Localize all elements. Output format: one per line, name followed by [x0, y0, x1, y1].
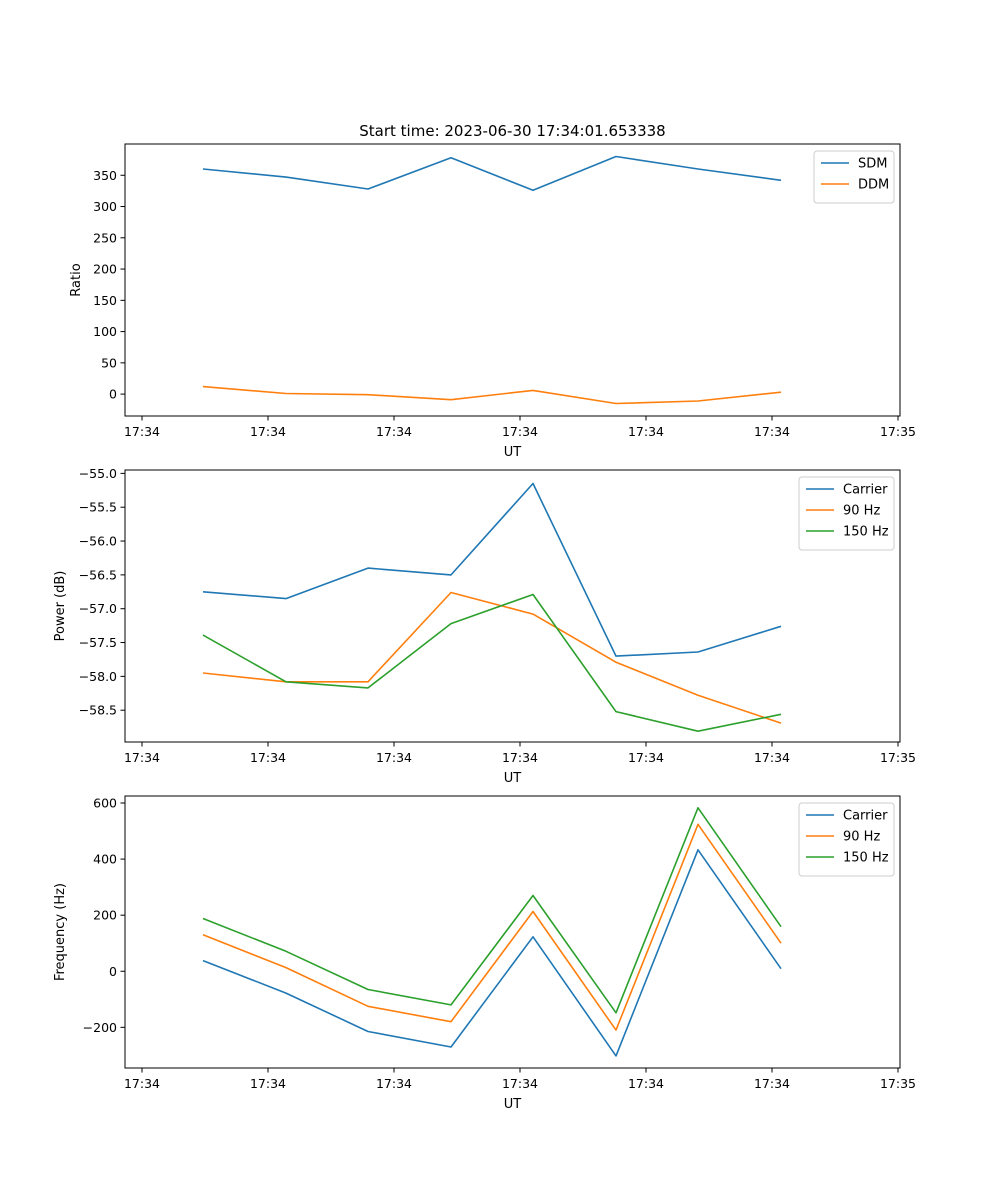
y-tick-label: 50 — [101, 355, 117, 370]
legend-label: 150 Hz — [843, 851, 889, 866]
legend-label: Carrier — [843, 483, 888, 498]
y-tick-label: −56.0 — [79, 534, 117, 549]
legend-label: SDM — [858, 157, 887, 172]
y-tick-label: 200 — [93, 262, 117, 277]
x-axis-label: UT — [504, 771, 522, 786]
legend-box — [813, 150, 895, 204]
legend-label: 90 Hz — [843, 830, 880, 845]
legend: SDM DDM — [813, 150, 895, 204]
y-axis-label: Frequency (Hz) — [53, 883, 68, 981]
x-axis-label: UT — [504, 445, 522, 460]
x-tick-label: 17:35 — [880, 750, 916, 765]
x-tick-label: 17:34 — [376, 750, 412, 765]
y-tick-label: 0 — [109, 387, 117, 402]
x-tick-label: 17:34 — [628, 424, 664, 439]
y-tick-label: 100 — [93, 324, 117, 339]
axes-frame — [124, 469, 901, 743]
x-tick-label: 17:34 — [628, 750, 664, 765]
legend: Carrier 90 Hz 150 Hz — [798, 476, 895, 551]
y-axis-label: Ratio — [69, 263, 84, 296]
x-tick-label: 17:34 — [754, 750, 790, 765]
legend-label: 150 Hz — [843, 525, 889, 540]
y-tick-label: 250 — [93, 230, 117, 245]
x-tick-label: 17:34 — [124, 750, 160, 765]
x-tick-label: 17:34 — [754, 424, 790, 439]
series-line-sdm — [202, 155, 782, 192]
figure-title: Start time: 2023-06-30 17:34:01.653338 — [359, 122, 665, 140]
y-tick-label: 400 — [93, 852, 117, 867]
x-tick-label: 17:34 — [754, 1076, 790, 1091]
y-axis-label: Power (dB) — [53, 571, 68, 642]
x-tick-label: 17:34 — [502, 424, 538, 439]
legend-label: DDM — [858, 178, 889, 193]
y-tick-label: 300 — [93, 199, 117, 214]
x-tick-label: 17:34 — [502, 750, 538, 765]
x-tick-label: 17:34 — [376, 1076, 412, 1091]
series-line-ddm — [202, 385, 782, 405]
y-tick-label: 200 — [93, 908, 117, 923]
x-tick-label: 17:34 — [250, 750, 286, 765]
axes-frame — [124, 143, 901, 417]
y-tick-label: −58.5 — [79, 703, 117, 718]
x-tick-label: 17:34 — [250, 424, 286, 439]
x-tick-label: 17:34 — [124, 424, 160, 439]
x-axis-label: UT — [504, 1097, 522, 1112]
series-line-90-hz — [202, 591, 782, 724]
y-tick-label: −58.0 — [79, 669, 117, 684]
chart-panel-3: 17:34 17:34 17:34 17:34 17:34 17:34 17:35 UT −20… — [53, 795, 916, 1112]
x-tick-label: 17:34 — [628, 1076, 664, 1091]
y-tick-label: −55.5 — [79, 500, 117, 515]
x-tick-label: 17:35 — [880, 424, 916, 439]
y-tick-label: −55.0 — [79, 466, 117, 481]
y-tick-label: −57.5 — [79, 635, 117, 650]
series-line-150-hz — [202, 806, 782, 1014]
y-tick-label: 150 — [93, 293, 117, 308]
series-line-carrier — [202, 848, 782, 1057]
chart-panel-1: 17:34 17:34 17:34 17:34 17:34 17:34 17:35 UT 0 50… — [69, 143, 916, 460]
y-tick-label: 600 — [93, 796, 117, 811]
legend-label: 90 Hz — [843, 504, 880, 519]
axes-frame — [124, 795, 901, 1069]
y-tick-label: 0 — [109, 964, 117, 979]
legend: Carrier 90 Hz 150 Hz — [798, 802, 895, 877]
legend-label: Carrier — [843, 809, 888, 824]
chart-panel-2: 17:34 17:34 17:34 17:34 17:34 17:34 17:35 UT −58… — [53, 466, 916, 786]
series-line-150-hz — [202, 593, 782, 733]
y-tick-label: −200 — [83, 1020, 117, 1035]
x-tick-label: 17:34 — [250, 1076, 286, 1091]
y-tick-label: −56.5 — [79, 567, 117, 582]
series-line-carrier — [202, 482, 782, 657]
series-line-90-hz — [202, 823, 782, 1031]
y-tick-label: 350 — [93, 168, 117, 183]
x-tick-label: 17:34 — [124, 1076, 160, 1091]
x-tick-label: 17:34 — [376, 424, 412, 439]
x-tick-label: 17:35 — [880, 1076, 916, 1091]
x-tick-label: 17:34 — [502, 1076, 538, 1091]
y-tick-label: −57.0 — [79, 601, 117, 616]
